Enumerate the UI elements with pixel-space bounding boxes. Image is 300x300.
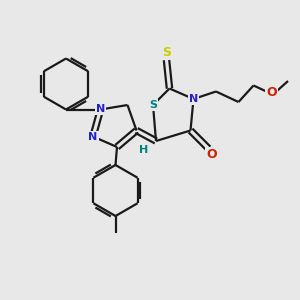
Text: O: O [266,86,277,100]
Text: N: N [189,94,198,104]
Text: N: N [96,104,105,115]
Text: N: N [88,131,98,142]
Text: O: O [206,148,217,161]
Text: S: S [149,100,157,110]
Text: H: H [139,145,148,155]
Text: S: S [162,46,171,59]
